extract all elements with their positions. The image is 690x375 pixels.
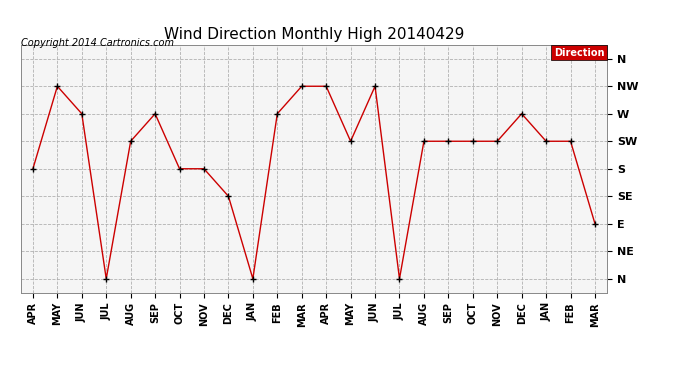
Title: Wind Direction Monthly High 20140429: Wind Direction Monthly High 20140429 <box>164 27 464 42</box>
Text: Copyright 2014 Cartronics.com: Copyright 2014 Cartronics.com <box>21 38 174 48</box>
Text: Direction: Direction <box>554 48 604 58</box>
